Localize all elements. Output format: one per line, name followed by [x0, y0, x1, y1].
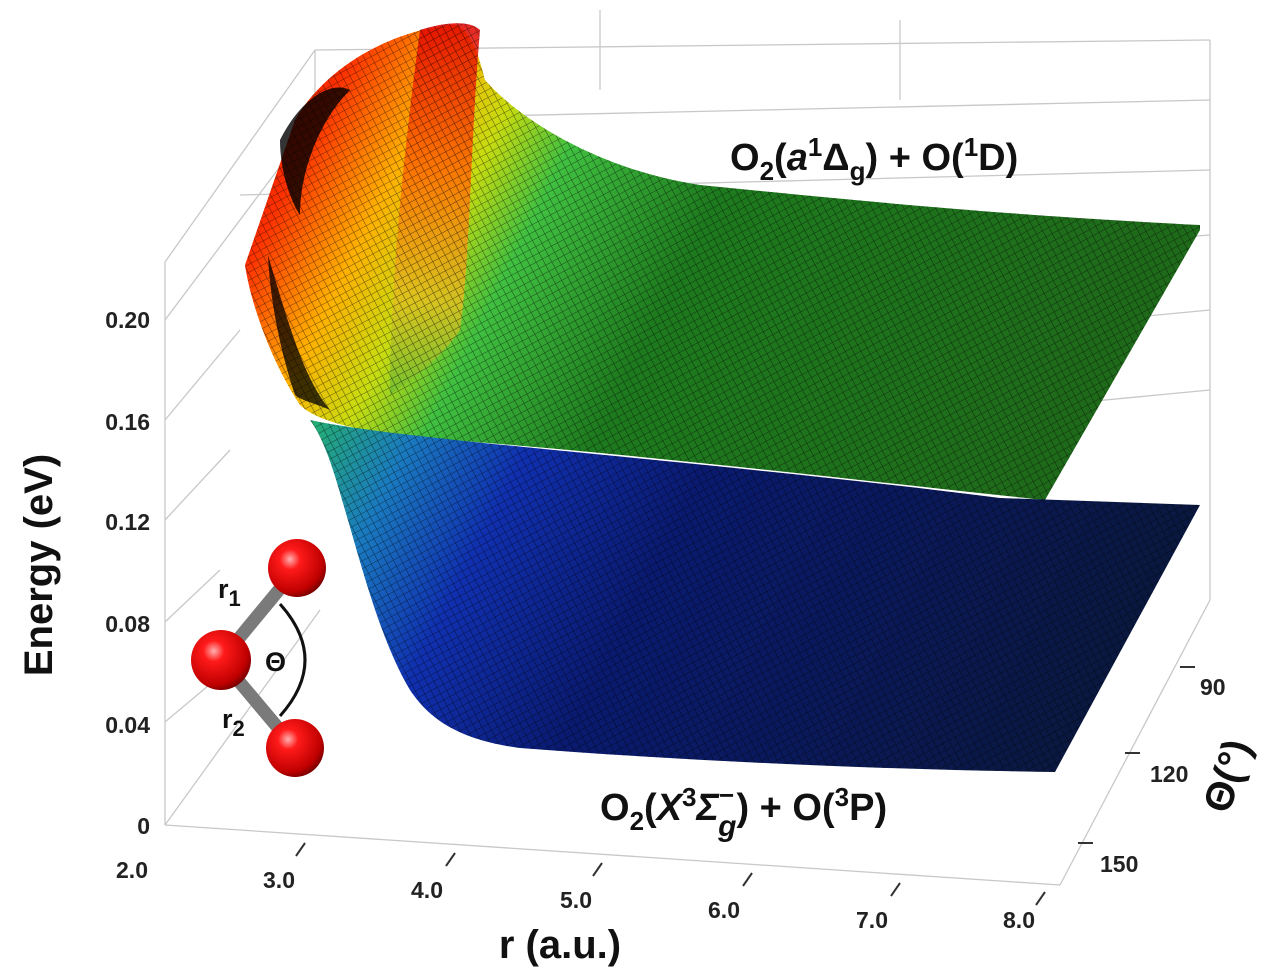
lower-state-label: O2(X3Σ− g) + O(3P) — [600, 780, 887, 843]
theta-tick: 90 — [1200, 674, 1226, 700]
energy-tick: 0 — [137, 813, 150, 839]
oxygen-atom — [191, 630, 251, 690]
energy-tick: 0.04 — [105, 712, 150, 738]
r2-label: r2 — [222, 704, 245, 741]
theta-tick: 150 — [1100, 851, 1138, 877]
upper-state-label: O2(a1Δg) + O(1D) — [730, 132, 1018, 186]
energy-tick: 0.08 — [105, 611, 150, 637]
lower-surface — [310, 420, 1200, 772]
r-tick: 7.0 — [856, 907, 888, 933]
r-axis-title: r (a.u.) — [499, 923, 621, 967]
energy-axis-title: Energy (eV) — [17, 454, 61, 676]
r-tick: 2.0 — [116, 857, 148, 883]
r-tick: 3.0 — [263, 867, 295, 893]
r-tick: 5.0 — [560, 887, 592, 913]
energy-tick: 0.20 — [105, 307, 150, 333]
energy-tick: 0.16 — [105, 409, 150, 435]
r-tick: 6.0 — [708, 897, 740, 923]
theta-axis: 90 120 150 Θ(°) — [1078, 666, 1260, 877]
r-tick: 8.0 — [1003, 907, 1035, 933]
theta-tick: 120 — [1150, 761, 1188, 787]
oxygen-atom — [268, 539, 326, 597]
r-tick: 4.0 — [411, 877, 443, 903]
angle-arc — [278, 603, 307, 717]
r1-label: r1 — [218, 574, 241, 611]
molecule-diagram: r1 r2 Θ — [191, 539, 326, 777]
upper-surface — [245, 23, 1200, 500]
theta-axis-title: Θ(°) — [1195, 734, 1260, 818]
r-axis — [295, 842, 1046, 906]
oxygen-atom — [266, 719, 324, 777]
energy-tick: 0.12 — [105, 509, 150, 535]
theta-label: Θ — [265, 647, 286, 677]
energy-axis: 0.20 0.16 0.12 0.08 0.04 0 Energy (eV) — [17, 307, 150, 839]
